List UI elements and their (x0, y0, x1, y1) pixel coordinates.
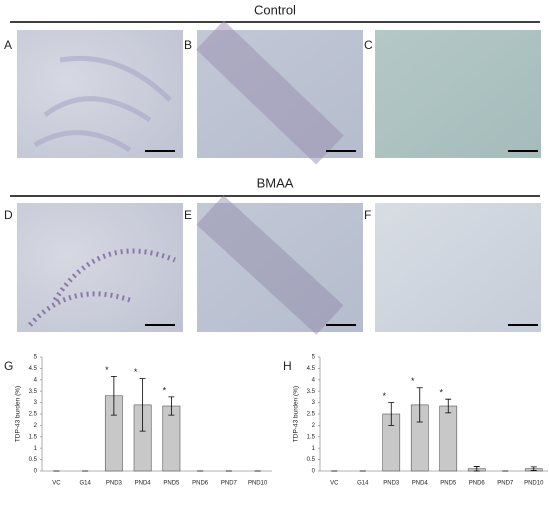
error-bar (388, 402, 395, 426)
panel-label: G (4, 359, 13, 373)
y-tick-label: 4 (34, 377, 38, 383)
error-bar (473, 466, 480, 472)
x-tick-label: PND6 (192, 481, 209, 487)
panel-label: D (4, 208, 13, 222)
y-tick-label: 3.5 (307, 389, 316, 395)
image (375, 30, 541, 158)
image (197, 203, 363, 332)
significance-marker: * (134, 367, 138, 377)
y-tick-label: 5 (312, 355, 316, 361)
y-tick-label: 1.5 (29, 434, 38, 440)
y-tick-label: 0 (312, 469, 316, 475)
image (17, 203, 183, 332)
x-tick-label: VC (330, 481, 339, 487)
y-tick-label: 2 (34, 423, 38, 429)
y-tick-label: 4.5 (29, 366, 38, 372)
y-tick-label: 4 (312, 377, 316, 383)
panel-label: E (184, 208, 192, 222)
image-detail (196, 20, 344, 165)
significance-marker: * (439, 388, 443, 398)
error-bar (445, 398, 452, 414)
header: Control (254, 2, 296, 17)
y-tick-label: 1 (312, 446, 316, 452)
y-tick-label: 0.5 (29, 457, 38, 463)
error-bar (168, 396, 175, 416)
significance-marker: * (382, 391, 386, 401)
x-tick-label: PND4 (412, 481, 429, 487)
x-tick-label: PND10 (248, 481, 268, 487)
y-tick-label: 0 (34, 469, 38, 475)
image (375, 203, 541, 332)
x-tick-label: PND3 (106, 481, 123, 487)
x-tick-label: PND10 (524, 481, 544, 487)
x-tick-label: G14 (357, 481, 369, 487)
y-tick-label: 5 (34, 355, 38, 361)
significance-marker: * (105, 365, 109, 375)
y-axis-label: TDP-43 burden (%) (293, 386, 300, 442)
y-tick-label: 0.5 (307, 457, 316, 463)
y-tick-label: 1.5 (307, 434, 316, 440)
y-tick-label: 1 (34, 446, 38, 452)
y-tick-label: 4.5 (307, 366, 316, 372)
x-tick-label: PND3 (383, 481, 400, 487)
x-tick-label: PND7 (497, 481, 514, 487)
panel-label: C (364, 38, 373, 52)
image-detail (33, 55, 172, 153)
panel-label: H (283, 359, 292, 373)
x-tick-label: G14 (79, 481, 91, 487)
significance-marker: * (411, 376, 415, 386)
significance-marker: * (163, 385, 167, 395)
y-tick-label: 2.5 (29, 412, 38, 418)
y-tick-label: 3 (312, 400, 316, 406)
error-bar (110, 375, 117, 416)
x-tick-label: PND5 (163, 481, 180, 487)
x-tick-label: PND6 (469, 481, 486, 487)
panel-label: B (184, 38, 192, 52)
bar (439, 405, 458, 472)
y-tick-label: 2.5 (307, 412, 316, 418)
x-tick-label: PND7 (221, 481, 238, 487)
y-tick-label: 3.5 (29, 389, 38, 395)
image-detail (196, 195, 344, 335)
x-tick-label: PND5 (440, 481, 457, 487)
panel-label: F (364, 208, 371, 222)
image-detail (28, 248, 176, 327)
error-bar (530, 466, 537, 471)
y-axis-label: TDP-43 burden (%) (15, 386, 22, 442)
y-tick-label: 2 (312, 423, 316, 429)
error-bar (416, 387, 423, 423)
x-tick-label: VC (52, 481, 61, 487)
micrographs: A B C D E F (4, 20, 541, 335)
error-bar (139, 378, 146, 432)
header: BMAA (257, 175, 294, 190)
y-tick-label: 3 (34, 400, 38, 406)
panel-label: A (4, 38, 12, 52)
bar (162, 405, 181, 472)
x-tick-label: PND4 (135, 481, 152, 487)
